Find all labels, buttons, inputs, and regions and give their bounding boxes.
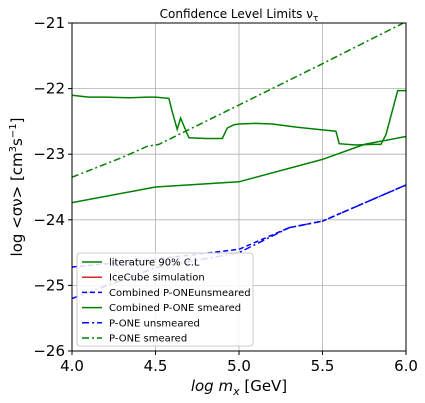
plot-frame	[71, 22, 407, 352]
x-axis-label: log mx [GeV]	[191, 377, 287, 398]
legend-label-2: Combined P-ONEunsmeared	[109, 288, 251, 299]
y-axis-label: log <σν> [cm3s−1]	[8, 118, 26, 257]
y-tick-label: −22	[33, 80, 65, 98]
legend-box	[76, 252, 254, 347]
y-tick-label: −23	[33, 145, 65, 163]
legend-label-3: Combined P-ONE smeared	[109, 303, 241, 314]
x-tick-label: 6.0	[394, 357, 418, 375]
chart-title: Confidence Level Limits ντ	[160, 7, 319, 24]
series-line-2	[72, 184, 406, 268]
series-line-4	[72, 184, 406, 300]
x-tick-label: 4.0	[60, 357, 84, 375]
ticks: 4.0 4.5 5.0 5.5 6.0 −26 −25 −24 −23 −22 −21	[33, 14, 418, 375]
legend-label-1: IceCube simulation	[109, 273, 205, 284]
x-tick-label: 4.5	[144, 357, 168, 375]
y-tick-label: −21	[33, 14, 65, 32]
y-tick-label: −24	[33, 211, 65, 229]
legend-label-4: P-ONE unsmeared	[109, 318, 200, 329]
legend-label-5: P-ONE smeared	[109, 334, 187, 345]
series-line-3	[72, 135, 406, 204]
legend-label-0: literature 90% C.L	[109, 258, 200, 269]
y-tick-label: −26	[33, 342, 65, 360]
legend: literature 90% C.L IceCube simulation Comb…	[76, 252, 254, 347]
series-line-5	[72, 23, 406, 178]
series-layer	[72, 23, 406, 300]
x-tick-label: 5.5	[311, 357, 335, 375]
y-tick-label: −25	[33, 276, 65, 294]
x-tick-label: 5.0	[227, 357, 251, 375]
